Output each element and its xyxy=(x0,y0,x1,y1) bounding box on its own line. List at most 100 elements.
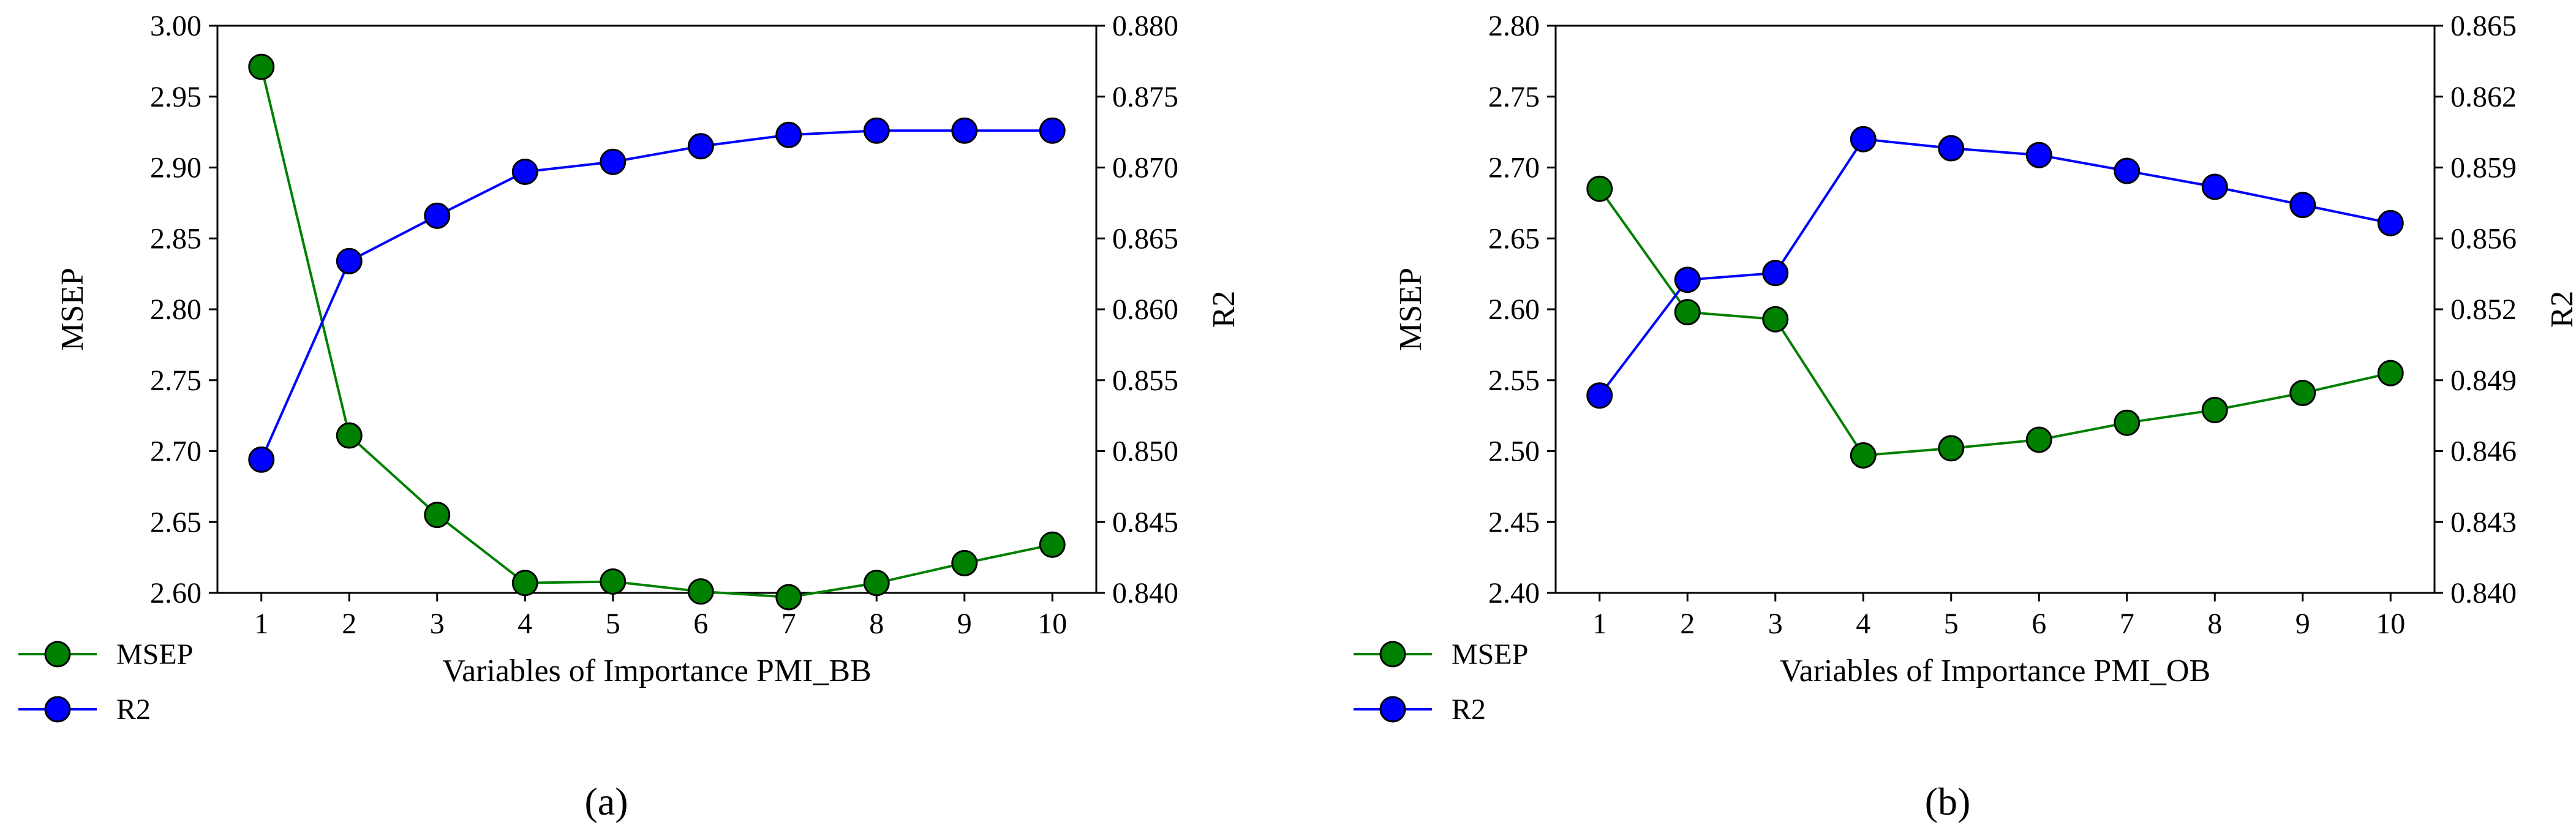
data-point-r2 xyxy=(1938,135,1965,162)
data-point-msep xyxy=(600,568,627,595)
panel-label: (b) xyxy=(1925,780,1971,823)
x-axis-label: Variables of Importance PMI_OB xyxy=(1780,654,2210,688)
data-point-r2 xyxy=(1762,260,1789,287)
x-tick-label: 9 xyxy=(957,608,972,640)
data-point-msep xyxy=(511,570,538,597)
x-tick-label: 8 xyxy=(869,608,884,640)
plot-frame xyxy=(216,24,1098,594)
x-tick-label: 6 xyxy=(693,608,708,640)
y-left-tick-label: 2.55 xyxy=(1488,364,1540,397)
x-tick-label: 7 xyxy=(2120,608,2134,640)
x-tick-label: 9 xyxy=(2295,608,2310,640)
x-tick-label: 2 xyxy=(1680,608,1695,640)
y-left-tick-label: 2.90 xyxy=(150,152,201,184)
chart-panel-b: 1 2 3 4 5 6 7 8 9 10 2.40 2.45 2.50 2.55 2.60 2.65 2.70 2… xyxy=(1354,10,2576,823)
x-tick-label: 3 xyxy=(1768,608,1783,640)
y-left-tick-label: 2.50 xyxy=(1488,435,1540,468)
series-line-r2 xyxy=(1599,138,2391,396)
data-point-msep xyxy=(951,549,978,576)
y-left-tick-label: 2.95 xyxy=(150,81,201,113)
x-tick-label: 2 xyxy=(342,608,356,640)
legend-marker-msep xyxy=(1379,641,1406,668)
y-left-tick-label: 3.00 xyxy=(150,10,201,42)
y-right-tick-label: 0.865 xyxy=(2450,10,2517,42)
x-tick-label: 1 xyxy=(1592,608,1607,640)
legend-label-r2: R2 xyxy=(116,693,151,726)
y-left-tick-label: 2.80 xyxy=(150,293,201,326)
data-point-r2 xyxy=(336,247,363,274)
data-point-r2 xyxy=(1586,382,1613,409)
y-left-tick-label: 2.60 xyxy=(1488,293,1540,326)
y-right-tick-label: 0.845 xyxy=(1112,506,1178,538)
data-point-r2 xyxy=(248,446,275,473)
data-point-msep xyxy=(2114,409,2141,436)
y-right-tick-label: 0.840 xyxy=(2450,577,2517,609)
data-point-msep xyxy=(1938,435,1965,462)
x-tick-label: 10 xyxy=(2376,608,2405,640)
y-right-tick-label: 0.849 xyxy=(2450,364,2517,397)
data-point-r2 xyxy=(2025,141,2052,168)
series-line-msep xyxy=(1599,188,2391,457)
legend-marker-r2 xyxy=(1379,696,1406,723)
y-left-tick-label: 2.80 xyxy=(1488,10,1540,42)
y-left-tick-label: 2.70 xyxy=(150,435,201,468)
y-left-axis-label: MSEP xyxy=(1393,268,1428,351)
y-right-tick-label: 0.850 xyxy=(1112,435,1178,468)
x-tick-label: 1 xyxy=(254,608,269,640)
data-point-r2 xyxy=(775,121,802,148)
y-left-axis-label: MSEP xyxy=(55,268,90,351)
y-left-tick-label: 2.40 xyxy=(1488,577,1540,609)
y-left-tick-label: 2.65 xyxy=(1488,222,1540,255)
y-right-tick-label: 0.859 xyxy=(2450,152,2517,184)
data-point-r2 xyxy=(424,202,451,229)
series-line-r2 xyxy=(260,129,1053,461)
y-right-tick-label: 0.852 xyxy=(2450,293,2517,326)
y-left-tick-label: 2.75 xyxy=(1488,81,1540,113)
data-point-msep xyxy=(1674,299,1701,326)
y-right-tick-label: 0.840 xyxy=(1112,577,1178,609)
y-left-tick-label: 2.75 xyxy=(150,364,201,397)
data-point-r2 xyxy=(600,148,627,175)
x-tick-label: 10 xyxy=(1038,608,1067,640)
data-point-msep xyxy=(424,502,451,529)
data-point-msep xyxy=(336,422,363,449)
data-point-r2 xyxy=(2289,192,2316,219)
data-point-r2 xyxy=(2201,173,2228,200)
y-left-tick-label: 2.65 xyxy=(150,506,201,538)
x-tick-label: 3 xyxy=(430,608,445,640)
y-right-tick-label: 0.875 xyxy=(1112,81,1178,113)
x-tick-label: 5 xyxy=(606,608,620,640)
data-point-r2 xyxy=(1850,126,1877,153)
y-right-tick-label: 0.860 xyxy=(1112,293,1178,326)
data-point-r2 xyxy=(951,117,978,144)
y-right-tick-label: 0.865 xyxy=(1112,222,1178,255)
x-tick-label: 4 xyxy=(518,608,532,640)
data-point-r2 xyxy=(863,117,890,144)
series-line-msep xyxy=(260,66,1053,598)
data-point-msep xyxy=(1850,442,1877,469)
y-right-tick-label: 0.856 xyxy=(2450,222,2517,255)
data-point-r2 xyxy=(2377,209,2404,236)
data-point-r2 xyxy=(687,133,714,160)
y-right-axis-label: R2 xyxy=(1207,291,1241,328)
y-right-tick-label: 0.870 xyxy=(1112,152,1178,184)
data-point-r2 xyxy=(2114,157,2141,184)
legend-marker-r2 xyxy=(44,696,71,723)
y-left-tick-label: 2.60 xyxy=(150,577,201,609)
x-axis-label: Variables of Importance PMI_BB xyxy=(442,654,871,688)
y-right-tick-label: 0.880 xyxy=(1112,10,1178,42)
data-point-r2 xyxy=(1674,266,1701,293)
x-tick-label: 8 xyxy=(2207,608,2222,640)
x-tick-label: 7 xyxy=(781,608,796,640)
data-point-msep xyxy=(775,584,802,611)
y-right-tick-label: 0.846 xyxy=(2450,435,2517,468)
y-right-tick-label: 0.843 xyxy=(2450,506,2517,538)
data-point-r2 xyxy=(511,158,538,185)
legend-label-msep: MSEP xyxy=(1452,638,1528,671)
legend-label-r2: R2 xyxy=(1452,693,1486,726)
y-right-tick-label: 0.855 xyxy=(1112,364,1178,397)
data-point-msep xyxy=(863,570,890,597)
data-point-msep xyxy=(2201,396,2228,423)
y-left-tick-label: 2.70 xyxy=(1488,152,1540,184)
data-point-msep xyxy=(1039,531,1066,558)
